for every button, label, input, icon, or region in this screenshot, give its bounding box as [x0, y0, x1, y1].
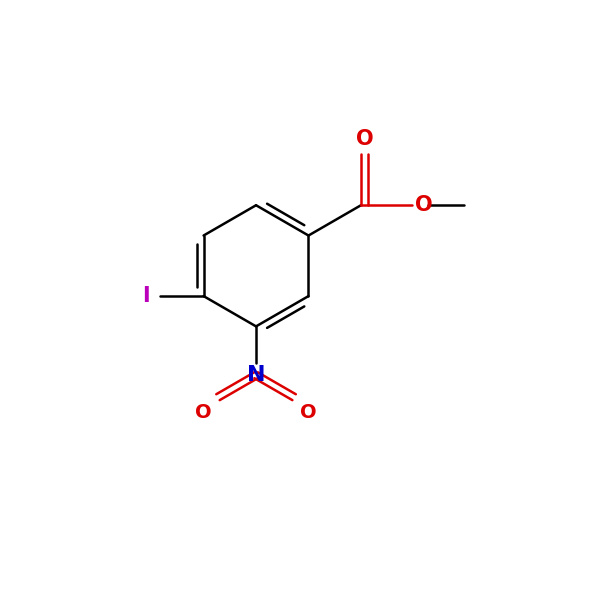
Text: O: O — [356, 128, 373, 149]
Text: I: I — [142, 286, 150, 306]
Text: O: O — [300, 403, 317, 422]
Text: N: N — [247, 365, 265, 385]
Text: O: O — [196, 403, 212, 422]
Text: O: O — [415, 195, 432, 215]
